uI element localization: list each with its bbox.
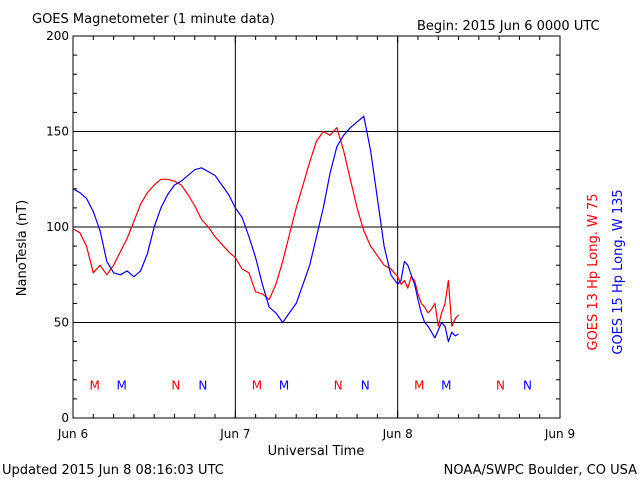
chart-title: GOES Magnetometer (1 minute data) (32, 12, 275, 27)
updated-timestamp: Updated 2015 Jun 8 08:16:03 UTC (2, 463, 224, 478)
event-marker-m: M (441, 379, 451, 393)
y-tick-label: 50 (54, 316, 69, 330)
event-marker-m: M (117, 379, 127, 393)
begin-time: Begin: 2015 Jun 6 0000 UTC (417, 19, 600, 34)
event-marker-n: N (496, 379, 505, 393)
y-tick-label: 200 (46, 29, 69, 43)
series-line-goes15 (72, 115, 459, 343)
event-marker-m: M (252, 379, 262, 393)
series-line-goes13 (72, 127, 459, 327)
y-axis-label: NanoTesla (nT) (15, 200, 30, 296)
x-tick-label: Jun 6 (57, 427, 88, 441)
x-tick-label: Jun 9 (544, 427, 575, 441)
plot-area: 0 50 100 150 200 Jun 6 Jun 7 Jun 8 Jun 9 M M N N M M N N… (46, 29, 575, 441)
x-tick-label: Jun 8 (382, 427, 413, 441)
event-marker-n: N (523, 379, 532, 393)
x-axis-label: Universal Time (268, 444, 365, 459)
legend-goes15: GOES 15 Hp Long. W 135 (611, 189, 626, 354)
event-marker-n: N (171, 379, 180, 393)
y-tick-label: 150 (46, 125, 69, 139)
event-marker-n: N (198, 379, 207, 393)
event-marker-n: N (334, 379, 343, 393)
y-tick-label: 100 (46, 220, 69, 234)
event-marker-m: M (414, 379, 424, 393)
y-tick-label: 0 (61, 411, 69, 425)
event-marker-m: M (279, 379, 289, 393)
event-marker-n: N (361, 379, 370, 393)
source-credit: NOAA/SWPC Boulder, CO USA (444, 463, 637, 478)
legend-goes13: GOES 13 Hp Long. W 75 (586, 194, 601, 351)
x-tick-label: Jun 7 (219, 427, 250, 441)
event-marker-m: M (89, 379, 99, 393)
